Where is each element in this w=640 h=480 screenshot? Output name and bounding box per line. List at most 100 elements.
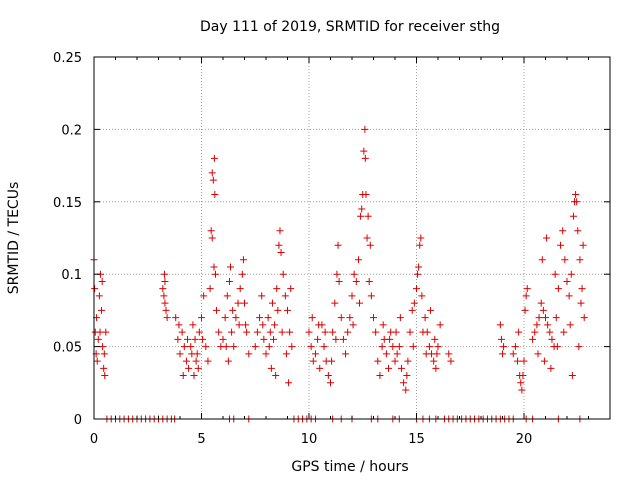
data-point: [222, 343, 230, 351]
data-point: [262, 350, 270, 358]
data-point: [339, 335, 347, 343]
data-point: [431, 335, 439, 343]
data-point: [410, 299, 418, 307]
data-point: [362, 191, 370, 199]
data-point: [161, 299, 169, 307]
data-point: [328, 357, 336, 365]
data-point: [552, 314, 560, 322]
data-point: [198, 314, 205, 322]
data-point: [544, 321, 552, 329]
data-point: [324, 372, 332, 380]
data-point: [354, 256, 362, 264]
data-point: [395, 343, 403, 351]
data-point: [101, 372, 109, 380]
data-point: [333, 270, 341, 278]
data-point: [251, 343, 259, 351]
data-point: [184, 335, 192, 343]
data-point: [509, 350, 517, 358]
data-point: [580, 314, 588, 322]
data-point: [436, 321, 444, 329]
data-point: [188, 350, 196, 358]
y-tick-label: 0.2: [61, 123, 82, 138]
data-point: [266, 328, 274, 336]
chart-title: Day 111 of 2019, SRMTID for receiver sth…: [200, 19, 500, 35]
data-point: [579, 241, 587, 249]
data-point: [100, 350, 108, 358]
data-point: [329, 328, 337, 336]
data-point: [335, 277, 343, 285]
data-point: [271, 321, 279, 329]
data-point: [414, 270, 422, 278]
data-point: [376, 372, 384, 380]
data-point: [192, 357, 200, 365]
data-point: [270, 335, 278, 343]
data-point: [161, 270, 169, 278]
data-point: [191, 335, 199, 343]
data-point: [227, 263, 235, 271]
data-point: [245, 350, 253, 358]
data-point: [518, 386, 526, 394]
data-point: [260, 335, 268, 343]
data-point: [194, 364, 202, 372]
y-axis-label: SRMTID / TECUs: [6, 182, 22, 295]
data-point: [315, 321, 323, 329]
data-point: [272, 372, 280, 380]
data-point: [206, 285, 214, 293]
data-point: [185, 364, 193, 372]
y-tick-label: 0: [74, 413, 82, 428]
data-point: [386, 335, 394, 343]
data-point: [264, 314, 272, 322]
data-point: [523, 285, 531, 293]
data-point: [547, 364, 555, 372]
data-point: [162, 306, 170, 314]
data-point: [243, 328, 251, 336]
data-point: [548, 335, 556, 343]
data-point: [393, 350, 401, 358]
data-point: [445, 350, 453, 358]
data-point: [320, 343, 328, 351]
data-point: [519, 372, 527, 380]
data-point: [175, 321, 183, 329]
data-point: [225, 277, 233, 285]
data-point: [207, 227, 215, 235]
data-point: [554, 285, 562, 293]
data-point: [425, 343, 433, 351]
data-point: [332, 335, 340, 343]
data-point: [348, 292, 356, 300]
data-point: [531, 328, 539, 336]
data-point: [228, 328, 236, 336]
data-point: [574, 227, 582, 235]
data-point: [433, 350, 441, 358]
x-tick-label: 20: [516, 432, 533, 447]
data-point: [404, 357, 412, 365]
data-point: [282, 350, 290, 358]
data-point: [308, 314, 316, 322]
data-point: [211, 191, 219, 199]
data-point: [98, 277, 106, 285]
data-point: [360, 147, 368, 155]
data-point: [236, 285, 244, 293]
data-point: [434, 343, 442, 351]
data-point: [400, 379, 408, 387]
data-point: [96, 328, 104, 336]
data-point: [514, 357, 522, 365]
data-point: [565, 292, 573, 300]
data-point: [385, 364, 393, 372]
data-point: [160, 292, 168, 300]
data-point: [560, 328, 568, 336]
data-point: [406, 328, 414, 336]
data-point: [305, 328, 313, 336]
gridlines: [94, 57, 610, 419]
data-point: [568, 372, 576, 380]
data-point: [350, 270, 358, 278]
data-point: [522, 292, 530, 300]
data-point: [349, 321, 357, 329]
data-point: [357, 212, 365, 220]
data-point: [258, 292, 266, 300]
data-point: [447, 357, 455, 365]
data-point: [190, 372, 198, 380]
data-point: [423, 328, 431, 336]
data-point: [342, 350, 350, 358]
data-point: [535, 314, 543, 322]
data-point: [566, 321, 574, 329]
